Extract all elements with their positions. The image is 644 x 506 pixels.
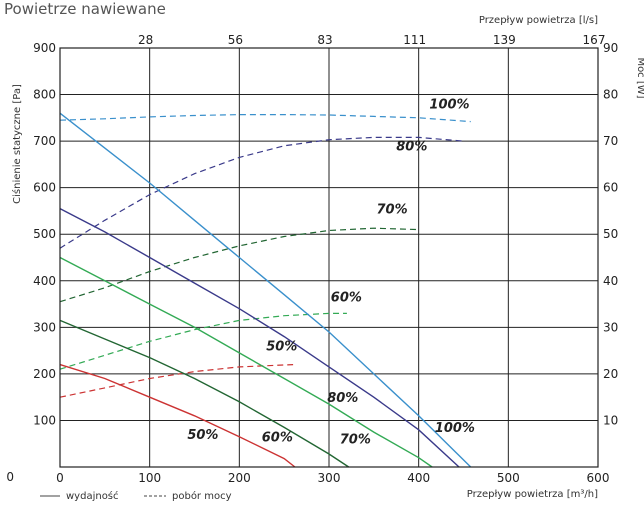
- y-left-tick-label: 900: [33, 41, 56, 55]
- performance-curve: [59, 207, 460, 468]
- y-right-axis-label: Moc [W]: [635, 57, 644, 98]
- curve-annotation: 60%: [331, 291, 362, 306]
- x-bottom-axis-label: Przepływ powietrza [m³/h]: [467, 489, 598, 500]
- top-tick-label: 83: [317, 33, 332, 47]
- curve-annotation: 50%: [187, 428, 218, 443]
- y-right-tick-label: 20: [603, 367, 618, 381]
- legend-label: wydajność: [66, 490, 119, 502]
- y-left-tick-label: 800: [33, 88, 56, 102]
- performance-curve: [59, 319, 350, 468]
- top-tick-label: 139: [493, 33, 516, 47]
- performance-curve: [59, 363, 296, 468]
- performance-curve: [59, 112, 472, 468]
- x-tick-label: 400: [407, 471, 430, 485]
- y-left-tick-label: 500: [33, 227, 56, 241]
- power-curve: [59, 114, 471, 123]
- performance-curve: [59, 256, 433, 468]
- curve-annotation: 50%: [266, 340, 297, 355]
- power-curve: [59, 136, 464, 249]
- top-tick-label: 111: [403, 33, 426, 47]
- x-tick-label: 500: [497, 471, 520, 485]
- curve-annotation: 100%: [435, 421, 475, 436]
- y-left-tick-label: 600: [33, 181, 56, 195]
- power-curve: [59, 227, 419, 303]
- top-tick-label: 167: [583, 33, 606, 47]
- curve-annotation: 70%: [340, 433, 371, 448]
- curve-annotation: 70%: [377, 202, 408, 217]
- legend-label: pobór mocy: [172, 490, 232, 502]
- top-tick-label: 56: [228, 33, 243, 47]
- y-left-tick-label: 100: [33, 413, 56, 427]
- y-left-tick-label: 700: [33, 134, 56, 148]
- x-tick-label: 100: [138, 471, 161, 485]
- y-right-tick-label: 40: [603, 274, 618, 288]
- curve-annotation: 60%: [262, 430, 293, 445]
- y-left-tick-label: 200: [33, 367, 56, 381]
- x-top-axis-label: Przepływ powietrza [l/s]: [479, 15, 598, 26]
- y-right-tick-label: 90: [603, 41, 618, 55]
- power-curve: [59, 312, 347, 370]
- y-right-tick-label: 50: [603, 227, 618, 241]
- curve-annotation: 80%: [327, 391, 358, 406]
- x-tick-label: 200: [228, 471, 251, 485]
- y-left-tick-label: 300: [33, 320, 56, 334]
- curve-annotation: 80%: [396, 139, 427, 154]
- y-left-tick-label: 0: [6, 470, 14, 484]
- curve-annotation: 100%: [429, 98, 469, 113]
- y-right-tick-label: 60: [603, 181, 618, 195]
- x-tick-label: 300: [318, 471, 341, 485]
- x-tick-label: 0: [56, 471, 64, 485]
- chart-title: Powietrze nawiewane: [4, 0, 166, 18]
- x-tick-label: 600: [587, 471, 610, 485]
- top-tick-label: 28: [138, 33, 153, 47]
- plot-frame: [59, 47, 599, 468]
- y-right-tick-label: 70: [603, 134, 618, 148]
- y-left-axis-label: Ciśnienie statyczne [Pa]: [11, 84, 23, 204]
- y-right-tick-label: 10: [603, 413, 618, 427]
- y-right-tick-label: 80: [603, 88, 618, 102]
- power-curve: [59, 364, 294, 398]
- y-right-tick-label: 30: [603, 320, 618, 334]
- y-left-tick-label: 400: [33, 274, 56, 288]
